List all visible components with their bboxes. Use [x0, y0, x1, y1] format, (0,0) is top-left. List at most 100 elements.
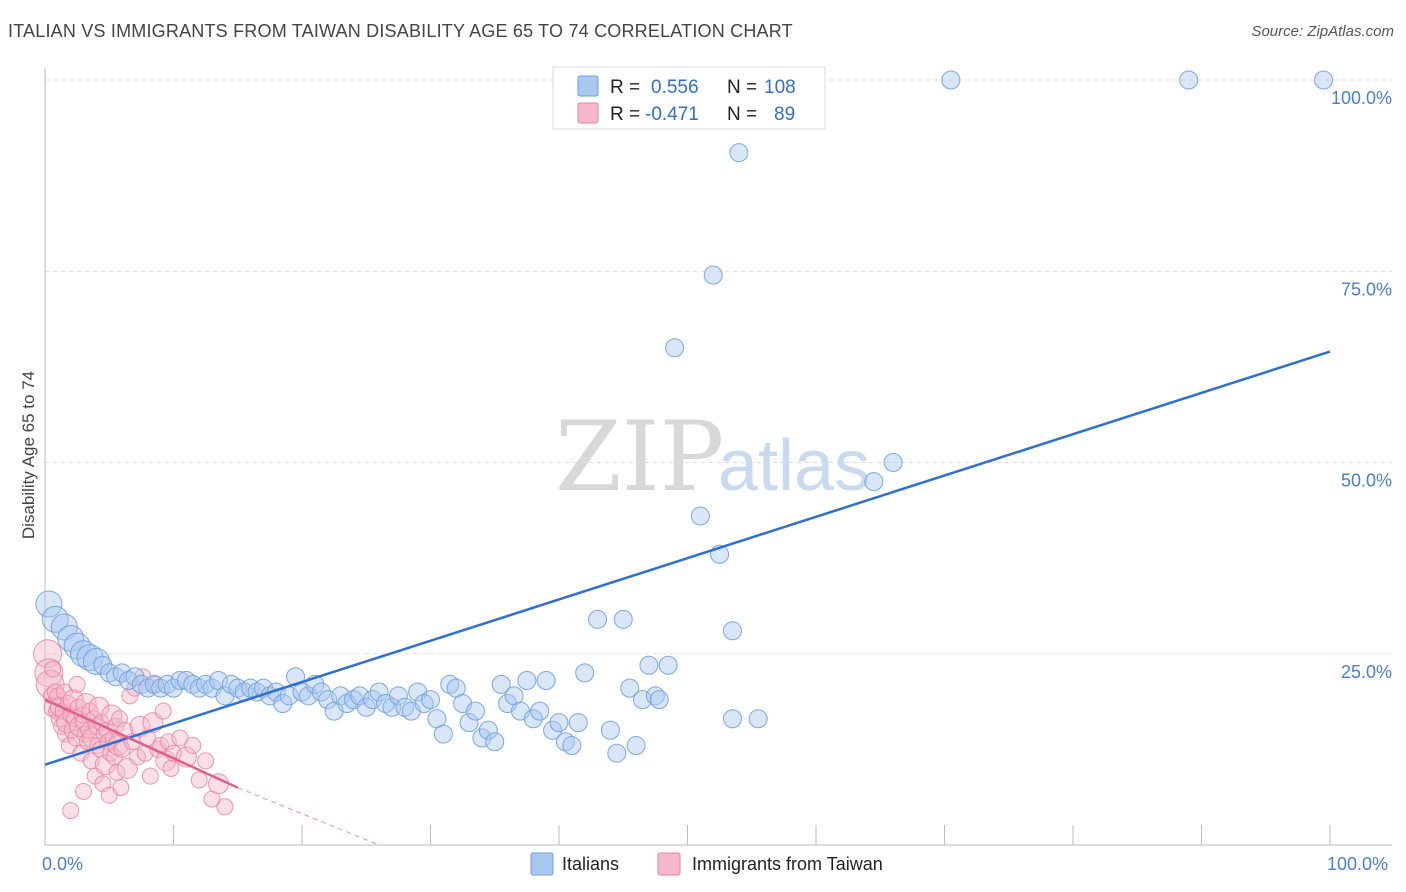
watermark-zip: ZIP	[555, 401, 724, 513]
point-italians	[523, 709, 543, 729]
point-italians	[665, 338, 685, 358]
y-axis-title: Disability Age 65 to 74	[19, 371, 38, 539]
point-taiwan	[88, 696, 110, 718]
point-italians	[941, 70, 961, 90]
bottom-legend-swatch-taiwan	[657, 852, 681, 876]
point-taiwan	[33, 639, 63, 669]
point-italians	[311, 682, 331, 702]
point-italians	[645, 686, 665, 706]
point-italians	[620, 678, 640, 698]
point-italians	[722, 709, 742, 729]
legend-r-value-2: -0.471	[645, 104, 699, 125]
series-italians-points	[35, 70, 1334, 763]
bottom-legend-taiwan: Immigrants from Taiwan	[692, 854, 883, 874]
legend-n-value-1: 108	[764, 77, 796, 98]
point-italians	[433, 724, 453, 744]
point-italians	[690, 506, 710, 526]
legend-n-value-2: 89	[774, 104, 795, 125]
point-italians	[613, 609, 633, 629]
point-taiwan	[134, 668, 152, 686]
trendlines	[44, 350, 1331, 846]
point-italians	[729, 143, 749, 163]
point-taiwan	[56, 712, 78, 734]
point-italians	[421, 690, 440, 710]
x-min-label: 0.0%	[42, 854, 83, 874]
point-taiwan	[62, 689, 84, 711]
point-italians	[273, 693, 293, 713]
point-italians	[549, 713, 569, 733]
y-tick-labels: 25.0% 50.0% 75.0% 100.0%	[1331, 88, 1392, 682]
bottom-legend-swatch-italians	[530, 852, 554, 876]
point-italians	[1179, 70, 1199, 90]
bottom-legend: Italians Immigrants from Taiwan	[530, 852, 883, 876]
legend-box: R = 0.556 N = 108 R = -0.471 N = 89	[552, 66, 826, 130]
point-italians	[658, 655, 678, 675]
point-italians	[722, 621, 742, 641]
point-italians	[607, 743, 627, 763]
grid-lines	[45, 79, 1392, 655]
point-italians	[41, 605, 69, 633]
point-taiwan	[190, 771, 208, 789]
point-italians	[748, 709, 768, 729]
point-italians	[1314, 70, 1334, 90]
point-italians	[369, 682, 389, 702]
point-italians	[491, 674, 511, 694]
point-taiwan	[75, 782, 93, 800]
point-italians	[93, 655, 113, 675]
point-taiwan	[112, 779, 130, 797]
point-italians	[331, 686, 351, 706]
y-tick-label: 25.0%	[1341, 662, 1392, 682]
point-taiwan	[101, 704, 123, 726]
point-italians	[459, 713, 479, 733]
point-italians	[600, 720, 620, 740]
point-italians	[478, 720, 498, 740]
y-tick-label: 75.0%	[1341, 279, 1392, 299]
point-italians	[388, 686, 408, 706]
point-taiwan	[68, 675, 86, 693]
point-italians	[350, 686, 370, 706]
point-italians	[82, 647, 110, 675]
point-italians	[562, 736, 582, 756]
chart-title: ITALIAN VS IMMIGRANTS FROM TAIWAN DISABI…	[8, 21, 793, 41]
point-taiwan	[197, 752, 215, 770]
point-italians	[472, 728, 492, 748]
point-taiwan	[154, 702, 172, 720]
point-italians	[356, 697, 376, 717]
point-italians	[588, 609, 608, 629]
point-taiwan	[216, 798, 234, 816]
point-italians	[568, 713, 588, 733]
point-italians	[530, 701, 550, 721]
point-taiwan	[184, 737, 202, 755]
point-taiwan	[129, 748, 147, 766]
point-italians	[170, 671, 190, 691]
point-italians	[575, 663, 595, 683]
legend-r-label-1: R =	[610, 77, 640, 98]
point-italians	[626, 736, 646, 756]
source-credit: Source: ZipAtlas.com	[1251, 23, 1394, 40]
y-tick-label: 100.0%	[1331, 88, 1392, 108]
legend-r-value-1: 0.556	[651, 77, 699, 98]
point-italians	[883, 453, 903, 472]
legend-r-label-2: R =	[610, 104, 640, 125]
bottom-legend-italians: Italians	[562, 854, 619, 874]
watermark: ZIP atlas	[555, 401, 870, 513]
point-taiwan	[62, 802, 80, 820]
point-italians	[465, 701, 485, 721]
point-italians	[864, 472, 884, 492]
trendline-taiwan	[44, 698, 239, 789]
point-italians	[543, 720, 563, 740]
point-italians	[536, 671, 556, 691]
series-taiwan-points	[33, 639, 234, 820]
legend-swatch-italians	[577, 75, 599, 97]
point-taiwan	[55, 683, 73, 701]
point-italians	[485, 732, 505, 752]
watermark-atlas: atlas	[718, 426, 870, 506]
legend-n-label-1: N =	[727, 77, 757, 98]
point-italians	[35, 590, 63, 618]
point-taiwan	[44, 660, 62, 678]
point-italians	[703, 265, 723, 285]
point-taiwan	[141, 767, 159, 785]
point-italians	[649, 690, 669, 710]
legend-n-label-2: N =	[727, 104, 757, 125]
